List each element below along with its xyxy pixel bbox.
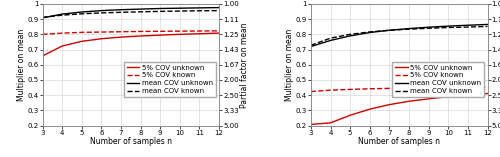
Line: 5% COV unknown: 5% COV unknown bbox=[42, 33, 219, 56]
mean COV unknown bbox=[78, 11, 84, 13]
mean COV known bbox=[59, 14, 65, 16]
mean COV unknown bbox=[177, 7, 183, 9]
Line: 5% COV unknown: 5% COV unknown bbox=[311, 94, 488, 124]
mean COV unknown bbox=[367, 32, 373, 33]
5% COV unknown bbox=[308, 123, 314, 125]
mean COV known bbox=[138, 11, 143, 13]
mean COV unknown bbox=[196, 7, 202, 9]
mean COV known bbox=[177, 10, 183, 12]
mean COV known bbox=[426, 27, 432, 29]
Line: 5% COV known: 5% COV known bbox=[311, 87, 488, 92]
Y-axis label: Multiplier on mean: Multiplier on mean bbox=[16, 29, 26, 101]
5% COV known bbox=[118, 31, 124, 33]
5% COV known bbox=[177, 30, 183, 32]
5% COV known bbox=[347, 88, 353, 90]
mean COV unknown bbox=[40, 17, 46, 19]
5% COV unknown bbox=[328, 122, 334, 124]
5% COV known bbox=[328, 89, 334, 91]
mean COV unknown bbox=[386, 29, 392, 31]
Line: mean COV unknown: mean COV unknown bbox=[42, 8, 219, 18]
5% COV unknown bbox=[465, 94, 471, 96]
X-axis label: Number of samples n: Number of samples n bbox=[358, 137, 440, 146]
mean COV unknown bbox=[216, 7, 222, 8]
mean COV unknown bbox=[98, 10, 104, 12]
Line: mean COV known: mean COV known bbox=[311, 26, 488, 45]
5% COV known bbox=[308, 91, 314, 92]
5% COV unknown bbox=[406, 100, 412, 102]
5% COV unknown bbox=[367, 108, 373, 110]
mean COV unknown bbox=[347, 35, 353, 37]
mean COV known bbox=[328, 37, 334, 39]
5% COV known bbox=[98, 31, 104, 33]
5% COV unknown bbox=[177, 33, 183, 35]
5% COV known bbox=[426, 87, 432, 89]
mean COV unknown bbox=[446, 25, 452, 27]
5% COV unknown bbox=[78, 40, 84, 42]
5% COV known bbox=[40, 33, 46, 35]
mean COV known bbox=[386, 29, 392, 31]
mean COV unknown bbox=[328, 40, 334, 41]
mean COV known bbox=[216, 10, 222, 12]
mean COV known bbox=[98, 12, 104, 14]
mean COV known bbox=[367, 31, 373, 33]
5% COV known bbox=[484, 86, 490, 88]
Y-axis label: Partial factor on mean: Partial factor on mean bbox=[240, 22, 250, 108]
5% COV unknown bbox=[426, 98, 432, 100]
5% COV unknown bbox=[216, 32, 222, 34]
mean COV known bbox=[446, 27, 452, 28]
5% COV unknown bbox=[138, 35, 143, 37]
5% COV known bbox=[138, 30, 143, 32]
5% COV known bbox=[78, 31, 84, 33]
mean COV known bbox=[465, 26, 471, 28]
mean COV known bbox=[157, 10, 163, 12]
mean COV known bbox=[347, 33, 353, 35]
5% COV known bbox=[216, 30, 222, 32]
mean COV unknown bbox=[484, 24, 490, 25]
Line: 5% COV known: 5% COV known bbox=[42, 31, 219, 34]
5% COV unknown bbox=[157, 34, 163, 36]
mean COV known bbox=[40, 16, 46, 18]
Line: mean COV unknown: mean COV unknown bbox=[311, 24, 488, 46]
mean COV unknown bbox=[406, 28, 412, 30]
mean COV unknown bbox=[157, 8, 163, 9]
5% COV known bbox=[59, 32, 65, 34]
mean COV unknown bbox=[59, 13, 65, 15]
5% COV unknown bbox=[59, 45, 65, 47]
mean COV known bbox=[406, 28, 412, 30]
mean COV unknown bbox=[308, 46, 314, 47]
5% COV known bbox=[386, 87, 392, 89]
mean COV unknown bbox=[426, 26, 432, 28]
mean COV unknown bbox=[465, 24, 471, 26]
5% COV known bbox=[446, 87, 452, 89]
5% COV known bbox=[367, 88, 373, 90]
mean COV known bbox=[484, 25, 490, 27]
Line: mean COV known: mean COV known bbox=[42, 11, 219, 17]
5% COV unknown bbox=[484, 93, 490, 95]
5% COV known bbox=[157, 30, 163, 32]
5% COV unknown bbox=[347, 114, 353, 116]
Legend: 5% COV unknown, 5% COV known, mean COV unknown, mean COV known: 5% COV unknown, 5% COV known, mean COV u… bbox=[124, 62, 216, 97]
5% COV unknown bbox=[386, 104, 392, 106]
mean COV unknown bbox=[138, 8, 143, 10]
Legend: 5% COV unknown, 5% COV known, mean COV unknown, mean COV known: 5% COV unknown, 5% COV known, mean COV u… bbox=[392, 62, 484, 97]
mean COV known bbox=[118, 11, 124, 13]
5% COV unknown bbox=[118, 36, 124, 38]
5% COV unknown bbox=[196, 33, 202, 35]
mean COV unknown bbox=[118, 9, 124, 11]
X-axis label: Number of samples n: Number of samples n bbox=[90, 137, 172, 146]
Y-axis label: Multiplier on mean: Multiplier on mean bbox=[285, 29, 294, 101]
5% COV known bbox=[406, 87, 412, 89]
mean COV known bbox=[308, 44, 314, 46]
5% COV known bbox=[196, 30, 202, 32]
5% COV known bbox=[465, 87, 471, 88]
5% COV unknown bbox=[98, 38, 104, 40]
5% COV unknown bbox=[446, 96, 452, 98]
5% COV unknown bbox=[40, 55, 46, 57]
mean COV known bbox=[78, 13, 84, 15]
mean COV known bbox=[196, 10, 202, 12]
